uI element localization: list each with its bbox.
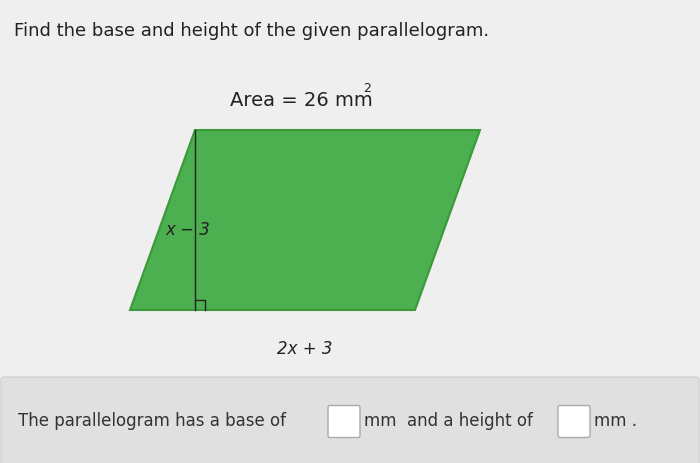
Text: 2: 2 (363, 81, 371, 94)
Text: 2x + 3: 2x + 3 (277, 340, 332, 358)
Text: The parallelogram has a base of: The parallelogram has a base of (18, 413, 286, 431)
Text: mm  and a height of: mm and a height of (364, 413, 533, 431)
FancyBboxPatch shape (1, 377, 699, 463)
Text: Find the base and height of the given parallelogram.: Find the base and height of the given pa… (14, 22, 489, 40)
Text: Area = 26 mm: Area = 26 mm (230, 90, 372, 110)
Text: x − 3: x − 3 (165, 221, 210, 239)
Polygon shape (130, 130, 480, 310)
FancyBboxPatch shape (328, 406, 360, 438)
Text: mm .: mm . (594, 413, 637, 431)
FancyBboxPatch shape (558, 406, 590, 438)
